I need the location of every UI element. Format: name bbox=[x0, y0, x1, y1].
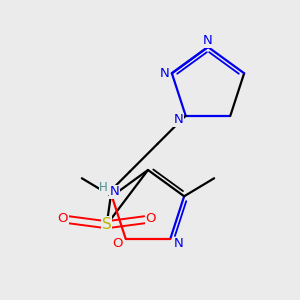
Text: N: N bbox=[174, 113, 184, 126]
Text: N: N bbox=[110, 185, 119, 198]
Text: O: O bbox=[112, 237, 123, 250]
Text: N: N bbox=[173, 237, 183, 250]
Text: O: O bbox=[57, 212, 68, 225]
Text: N: N bbox=[203, 34, 213, 47]
Text: H: H bbox=[99, 181, 108, 194]
Text: O: O bbox=[146, 212, 156, 225]
Text: N: N bbox=[160, 67, 170, 80]
Text: S: S bbox=[102, 217, 112, 232]
